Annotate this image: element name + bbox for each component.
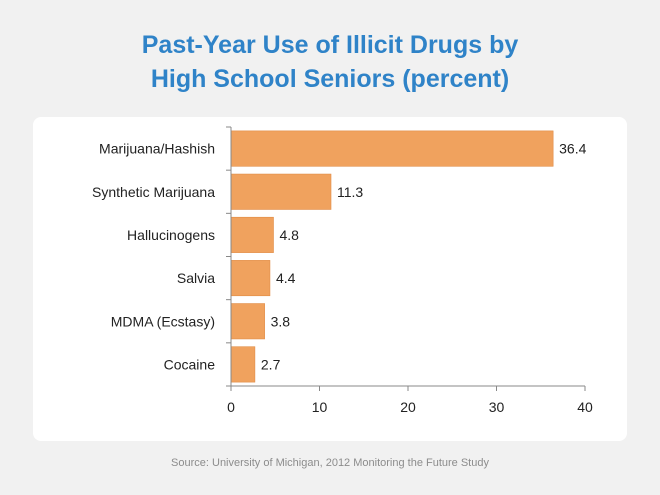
- bar: [230, 260, 271, 297]
- x-tick-label: 30: [489, 399, 505, 415]
- bar: [230, 216, 274, 253]
- bar: [230, 303, 265, 340]
- data-label: 11.3: [337, 184, 363, 200]
- x-tick-label: 0: [227, 399, 235, 415]
- chart-title-line1: Past-Year Use of Illicit Drugs by: [141, 31, 519, 59]
- chart-title: Past-Year Use of Illicit Drugs by High S…: [0, 28, 660, 96]
- x-tick-label: 20: [400, 399, 416, 415]
- category-label: Hallucinogens: [127, 227, 215, 243]
- chart-panel: [33, 117, 627, 441]
- category-label: Cocaine: [164, 356, 216, 372]
- source-note: Source: University of Michigan, 2012 Mon…: [171, 457, 489, 469]
- bar: [230, 173, 332, 210]
- data-label: 36.4: [559, 141, 586, 157]
- data-label: 4.4: [276, 270, 296, 286]
- x-tick-label: 40: [577, 399, 593, 415]
- category-label: Marijuana/Hashish: [99, 141, 215, 157]
- x-tick-label: 10: [312, 399, 328, 415]
- bar: [230, 130, 554, 167]
- data-label: 3.8: [271, 313, 291, 329]
- chart-title-line2: High School Seniors (percent): [150, 65, 510, 93]
- data-label: 2.7: [261, 356, 281, 372]
- data-label: 4.8: [279, 227, 299, 243]
- bar: [230, 346, 256, 383]
- category-label: Synthetic Marijuana: [92, 184, 215, 200]
- category-label: MDMA (Ecstasy): [111, 313, 215, 329]
- category-label: Salvia: [177, 270, 215, 286]
